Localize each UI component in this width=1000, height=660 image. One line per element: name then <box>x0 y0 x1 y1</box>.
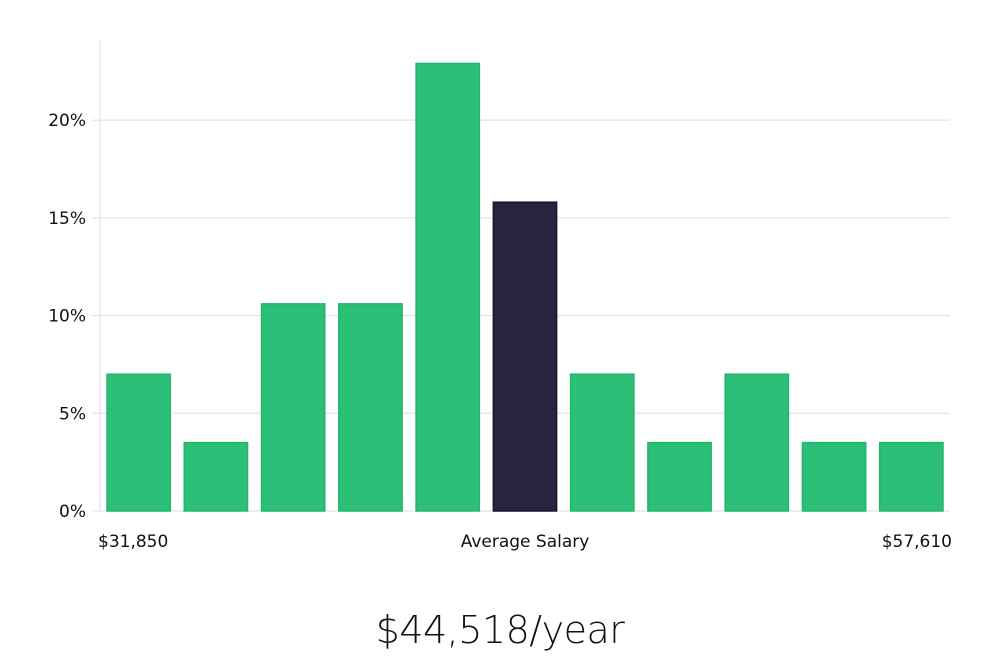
y-tick-label: 15% <box>48 209 86 229</box>
x-max-label: $57,610 <box>882 532 952 552</box>
y-tick-label: 5% <box>59 404 86 424</box>
y-tick-label: 10% <box>48 307 86 327</box>
bar <box>106 373 172 512</box>
x-axis-label: Average Salary <box>461 532 590 552</box>
y-tick-label: 20% <box>48 111 86 131</box>
y-tick-label: 0% <box>59 502 86 522</box>
bar <box>647 441 712 512</box>
bar <box>260 303 326 512</box>
bar <box>415 62 481 512</box>
bar <box>569 373 635 512</box>
bar <box>183 441 249 512</box>
bar-average-salary <box>492 201 558 512</box>
bar <box>724 373 790 512</box>
bar <box>801 441 867 512</box>
bar <box>878 441 944 512</box>
salary-histogram: 0% 5% 10% 15% 20% $31,850 Average Salary $57… <box>48 40 952 552</box>
bar <box>338 303 403 512</box>
average-salary-value: $44,518/year <box>375 608 625 652</box>
x-min-label: $31,850 <box>98 532 168 552</box>
